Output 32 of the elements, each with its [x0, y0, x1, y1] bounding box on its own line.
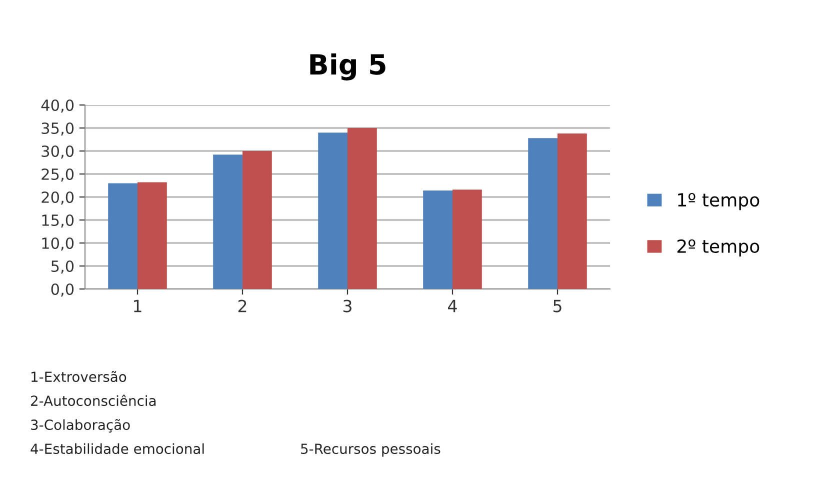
bar — [318, 132, 348, 289]
text: 5-Recursos pessoais — [301, 443, 440, 457]
x-tick-label: 1 — [134, 300, 142, 312]
bar — [558, 134, 587, 289]
y-tick-label: 15,0 — [42, 214, 74, 228]
bar — [138, 182, 167, 289]
text: 4-Estabilidade emocional — [30, 443, 204, 454]
bar — [348, 128, 377, 289]
bar — [528, 138, 558, 289]
bar — [423, 190, 452, 289]
bar — [242, 151, 272, 289]
y-tick-label: 5,0 — [51, 260, 74, 274]
y-tick-label: 10,0 — [42, 237, 74, 251]
x-tick-label: 3 — [343, 300, 352, 312]
y-tick-label: 40,0 — [41, 99, 74, 113]
x-tick-label: 4 — [448, 300, 457, 312]
chart-title: Big 5 — [310, 53, 386, 80]
y-tick-label: 0,0 — [51, 283, 74, 297]
bar — [213, 154, 242, 289]
legend-label: 1º tempo — [678, 193, 760, 210]
bar — [452, 190, 482, 289]
bar — [108, 183, 138, 289]
x-tick-label: 5 — [553, 300, 562, 312]
x-tick-label: 2 — [238, 300, 246, 312]
y-tick-label: 25,0 — [42, 168, 74, 182]
y-tick-label: 30,0 — [42, 145, 74, 159]
legend-label: 2º tempo — [677, 239, 760, 257]
text: 2-Autoconsciência — [31, 394, 156, 406]
text: 3-Colaboração — [31, 419, 130, 433]
y-tick-label: 35,0 — [42, 122, 74, 136]
text: 1-Extroversão — [32, 371, 126, 382]
y-tick-label: 20,0 — [42, 191, 74, 205]
